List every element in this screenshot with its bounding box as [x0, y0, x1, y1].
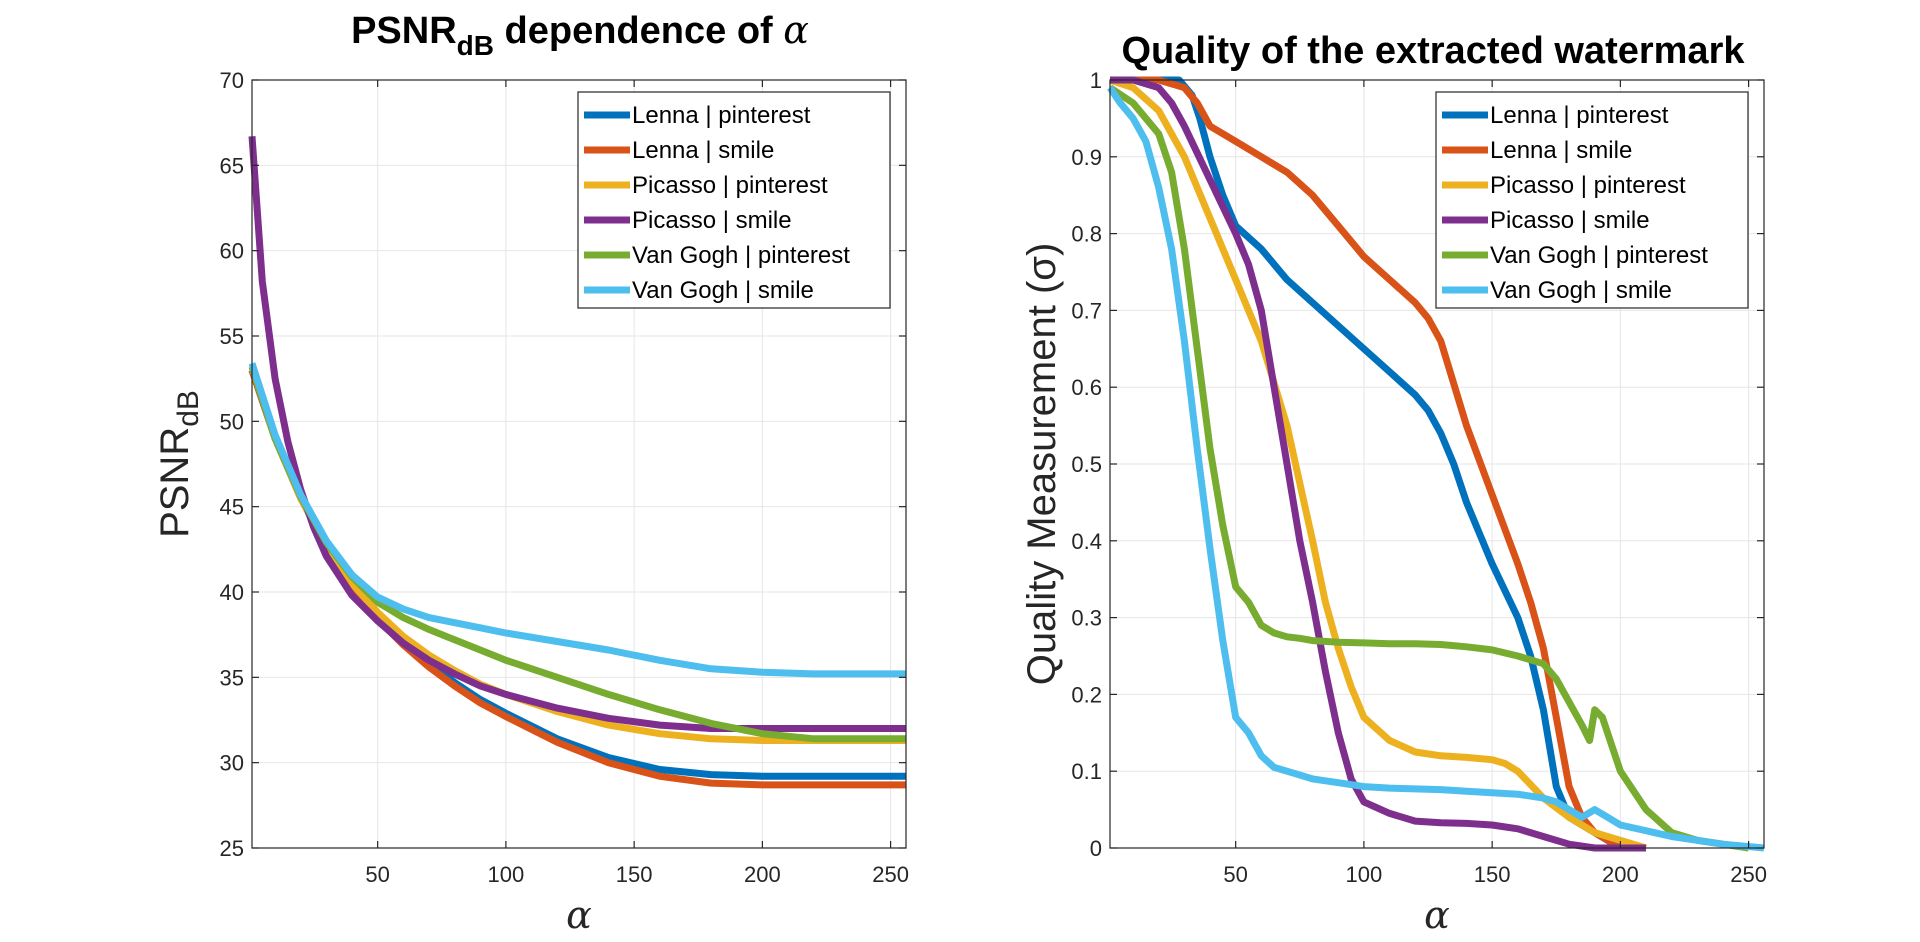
psnr-chart-title-rest: dependence of — [494, 10, 783, 52]
psnr-chart-title-main: PSNR — [351, 10, 457, 52]
quality-chart-legend-label: Van Gogh | smile — [1490, 277, 1672, 304]
psnr-chart-ytick-label: 25 — [220, 836, 244, 861]
quality-chart-ytick-label: 0.5 — [1071, 452, 1102, 477]
psnr-chart-ylabel: PSNRdB — [153, 390, 205, 538]
quality-chart-ytick-label: 0.8 — [1071, 222, 1102, 247]
psnr-chart-ylabel-main: PSNR — [153, 427, 197, 538]
psnr-chart-yticks: 25 30 35 40 45 50 55 60 65 70 — [220, 68, 906, 861]
psnr-chart-ylabel-subscript: dB — [172, 390, 205, 427]
quality-chart-ytick-label: 1 — [1090, 68, 1102, 93]
quality-chart-series-line — [1108, 84, 1750, 852]
psnr-chart-legend-label: Picasso | pinterest — [632, 172, 828, 199]
quality-chart-xtick-label: 150 — [1474, 862, 1511, 887]
psnr-chart-legend: Lenna | pinterest Lenna | smile Picasso | … — [577, 91, 891, 309]
psnr-chart-xtick-label: 50 — [365, 862, 389, 887]
psnr-chart-ytick-label: 35 — [220, 665, 244, 690]
quality-chart-legend-label: Van Gogh | pinterest — [1490, 242, 1708, 269]
quality-chart-xtick-label: 200 — [1602, 862, 1639, 887]
psnr-chart-xlabel: α — [566, 893, 592, 937]
psnr-chart-legend-label: Lenna | smile — [632, 137, 774, 164]
quality-chart-legend-label: Lenna | pinterest — [1490, 102, 1669, 129]
quality-chart-xtick-label: 50 — [1223, 862, 1247, 887]
psnr-chart-ytick-label: 50 — [220, 409, 244, 434]
quality-chart-legend-label: Picasso | smile — [1490, 207, 1650, 234]
psnr-chart-xticks: 50 100 150 200 250 — [365, 80, 909, 887]
quality-chart-legend-label: Picasso | pinterest — [1490, 172, 1686, 199]
psnr-chart: PSNRdB dependence of α 50 100 150 200 250 25… — [153, 8, 909, 937]
psnr-chart-ytick-label: 65 — [220, 153, 244, 178]
quality-chart-xtick-label: 250 — [1730, 862, 1767, 887]
psnr-chart-xtick-label: 250 — [872, 862, 909, 887]
psnr-chart-ytick-label: 70 — [220, 68, 244, 93]
quality-chart-ytick-label: 0.7 — [1071, 298, 1102, 323]
psnr-chart-series-line — [248, 362, 906, 678]
quality-chart-series-line — [1107, 85, 1765, 852]
psnr-chart-ytick-label: 60 — [220, 239, 244, 264]
quality-chart-title: Quality of the extracted watermark — [1122, 30, 1746, 72]
quality-chart-ytick-label: 0.3 — [1071, 606, 1102, 631]
psnr-chart-xtick-label: 100 — [488, 862, 525, 887]
psnr-chart-legend-label: Van Gogh | pinterest — [632, 242, 850, 269]
quality-chart-series-line — [1110, 76, 1646, 852]
quality-chart-xtick-label: 100 — [1346, 862, 1383, 887]
quality-chart-ylabel: Quality Measurement (σ) — [1020, 243, 1064, 686]
psnr-chart-ytick-label: 30 — [220, 751, 244, 776]
quality-chart-xticks: 50 100 150 200 250 — [1223, 80, 1767, 887]
psnr-chart-title-symbol: α — [783, 8, 809, 52]
psnr-chart-ytick-label: 40 — [220, 580, 244, 605]
quality-chart-series-line — [1158, 76, 1623, 852]
psnr-chart-title-subscript: dB — [457, 30, 494, 61]
psnr-chart-series — [248, 136, 906, 789]
psnr-chart-legend-label: Van Gogh | smile — [632, 277, 814, 304]
psnr-chart-ytick-label: 55 — [220, 324, 244, 349]
psnr-chart-series-line — [248, 136, 906, 732]
psnr-chart-series-line — [248, 365, 906, 743]
quality-chart-ytick-label: 0 — [1090, 836, 1102, 861]
quality-chart-yticks: 0 0.1 0.2 0.3 0.4 0.5 0.6 0.7 0.8 0.9 1 — [1071, 68, 1764, 861]
psnr-chart-axes-frame — [251, 79, 907, 849]
psnr-chart-title: PSNRdB dependence of α — [351, 8, 809, 61]
quality-chart-legend-label: Lenna | smile — [1490, 137, 1632, 164]
quality-chart-ytick-label: 0.1 — [1071, 759, 1102, 784]
quality-chart-ytick-label: 0.6 — [1071, 375, 1102, 400]
psnr-chart-xtick-label: 200 — [744, 862, 781, 887]
psnr-chart-ytick-label: 45 — [220, 495, 244, 520]
psnr-chart-legend-box — [577, 91, 891, 309]
quality-chart-series-line — [1110, 76, 1623, 851]
quality-chart: Quality of the extracted watermark 50 100… — [1020, 30, 1767, 937]
quality-chart-xlabel: α — [1424, 893, 1450, 937]
psnr-chart-legend-label: Lenna | pinterest — [632, 102, 811, 129]
quality-chart-legend: Lenna | pinterest Lenna | smile Picasso | … — [1435, 91, 1749, 309]
quality-chart-ytick-label: 0.4 — [1071, 529, 1102, 554]
psnr-chart-xtick-label: 150 — [616, 862, 653, 887]
quality-chart-ytick-label: 0.9 — [1071, 145, 1102, 170]
quality-chart-ytick-label: 0.2 — [1071, 682, 1102, 707]
quality-chart-series — [1107, 76, 1765, 852]
psnr-chart-legend-label: Picasso | smile — [632, 207, 792, 234]
quality-chart-legend-box — [1435, 91, 1749, 309]
